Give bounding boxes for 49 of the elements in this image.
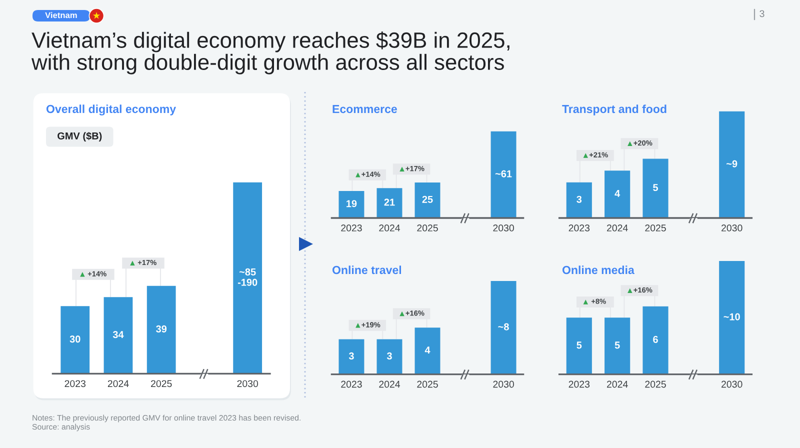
data-label: ~85 -190 (238, 268, 258, 286)
data-label: 19 (346, 200, 357, 208)
data-label: 21 (384, 198, 395, 206)
x-tick-label: 2025 (417, 380, 438, 388)
text: Vietnam (45, 12, 77, 18)
x-tick-label: 2023 (568, 380, 590, 388)
x-tick-label: 2024 (607, 380, 628, 388)
chart-title: Online travel (332, 266, 402, 274)
data-label: 5 (576, 342, 582, 349)
data-label: 4 (614, 190, 620, 197)
x-tick-label: 2023 (568, 224, 590, 232)
x-tick-label: 2023 (341, 380, 362, 388)
y-axis-title: GMV ($B) (58, 132, 102, 142)
x-tick-label: 2030 (493, 224, 514, 232)
x-tick-label: 2030 (722, 224, 742, 232)
chart-title: Transport and food (562, 104, 666, 116)
data-label: 6 (653, 336, 658, 343)
x-tick-label: 2030 (237, 380, 258, 388)
x-tick-label: 2025 (417, 224, 438, 232)
data-label: 3 (386, 352, 392, 360)
data-label: 5 (614, 342, 620, 349)
x-tick-label: 2023 (64, 380, 86, 388)
data-label: 3 (576, 196, 582, 203)
data-label: 30 (70, 336, 80, 343)
data-label: 39 (156, 325, 167, 332)
chart-title: Online media (562, 266, 634, 274)
data-label: 34 (112, 331, 124, 338)
x-tick-label: 2025 (151, 380, 172, 388)
x-tick-label: 2024 (108, 380, 129, 388)
text: 3 (760, 10, 764, 18)
x-tick-label: 2025 (645, 380, 666, 388)
x-tick-label: 2023 (341, 224, 362, 232)
data-label: ~8 (498, 323, 509, 330)
data-label: ~61 (495, 170, 512, 178)
x-tick-label: 2030 (493, 380, 514, 388)
x-tick-label: 2024 (379, 224, 400, 232)
data-label: ~9 (726, 160, 738, 168)
data-label: 25 (422, 196, 433, 203)
x-tick-label: 2030 (722, 380, 742, 388)
data-label: 5 (653, 184, 658, 192)
x-tick-label: 2024 (607, 224, 628, 232)
x-tick-label: 2025 (645, 224, 666, 232)
data-label: 3 (348, 352, 354, 360)
data-label: ~10 (724, 313, 740, 320)
data-label: 4 (424, 346, 430, 354)
chart-title: Ecommerce (332, 105, 397, 114)
text: Vietnam’s digital economy reaches $39B in 2025, with strong double-digit growth across all sectors (31, 32, 510, 74)
chart-title: Overall digital economy (46, 104, 176, 116)
x-tick-label: 2024 (379, 380, 400, 388)
